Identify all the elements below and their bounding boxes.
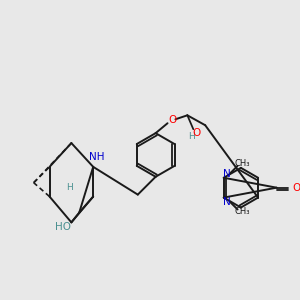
Text: N: N (223, 196, 231, 206)
Text: CH₃: CH₃ (235, 159, 250, 168)
Text: CH₃: CH₃ (235, 207, 250, 216)
Text: H: H (66, 183, 73, 192)
Text: N: N (223, 169, 231, 179)
Text: HO: HO (56, 222, 71, 232)
Text: H: H (188, 132, 195, 141)
Text: O: O (168, 115, 177, 125)
Text: O: O (292, 183, 300, 193)
Text: O: O (192, 128, 200, 138)
Text: NH: NH (89, 152, 105, 162)
